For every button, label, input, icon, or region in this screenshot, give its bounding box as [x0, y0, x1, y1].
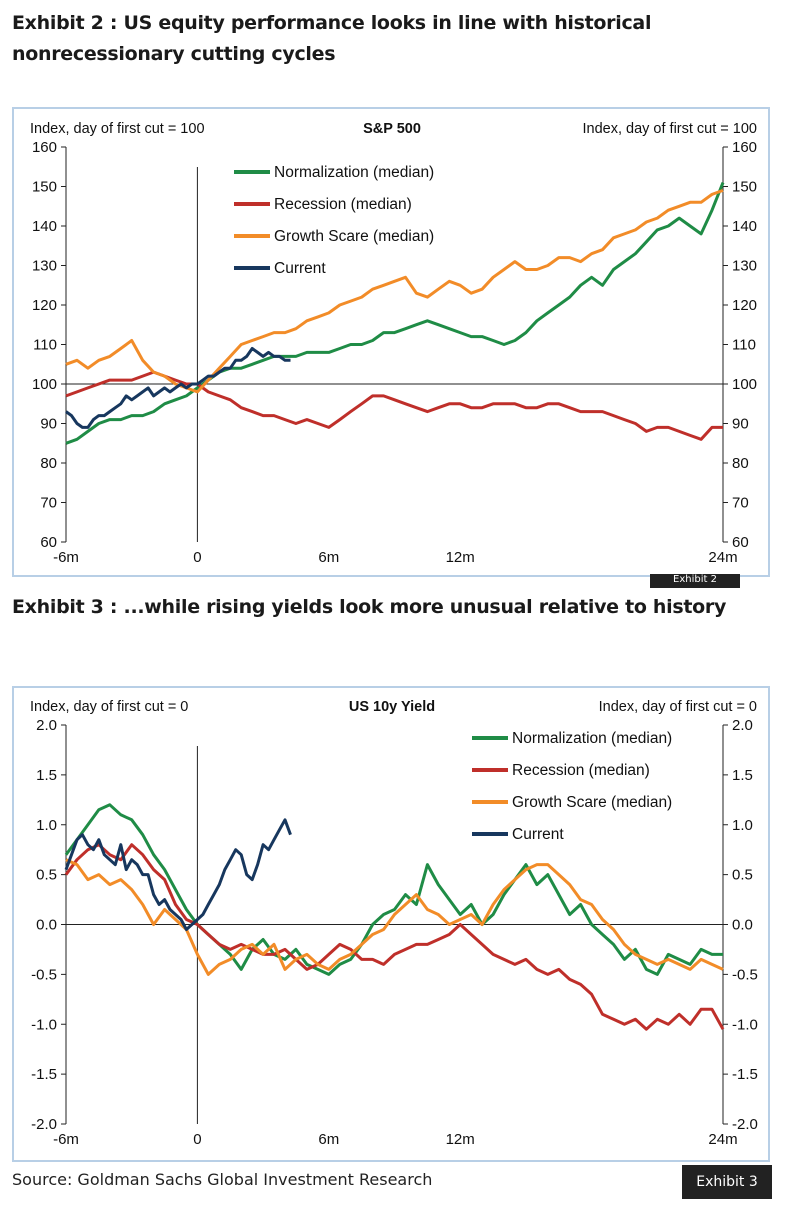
x-tick-label: -6m — [53, 1131, 79, 1148]
y-tick-label-right: -1.0 — [732, 1016, 758, 1033]
chart2-series-normalization — [64, 803, 723, 976]
y-tick-label-left: 0.5 — [36, 867, 57, 884]
y-tick-label-right: 2.0 — [732, 717, 753, 734]
y-tick-label-right: 0.5 — [732, 867, 753, 884]
y-tick-label-right: 140 — [732, 218, 757, 235]
y-tick-label-left: 0.0 — [36, 917, 57, 934]
x-tick-label: 12m — [446, 1131, 475, 1148]
exhibit-3-title: Exhibit 3 : ...while rising yields look … — [12, 596, 727, 618]
chart-title: US 10y Yield — [349, 699, 435, 715]
y-tick-label-left: -1.0 — [31, 1016, 57, 1033]
chart-title: S&P 500 — [363, 121, 421, 137]
y-axis-right-label: Index, day of first cut = 100 — [582, 121, 757, 137]
y-tick-label-left: 160 — [32, 139, 57, 156]
y-tick-label-right: 100 — [732, 376, 757, 393]
y-tick-label-right: 80 — [732, 455, 749, 472]
legend-label-growth-scare: Growth Scare (median) — [512, 794, 672, 811]
y-tick-label-left: 60 — [40, 534, 57, 551]
chart2-series-growth-scare — [65, 858, 724, 976]
y-tick-label-right: 90 — [732, 416, 749, 433]
legend-label-current: Current — [274, 260, 326, 277]
legend-label-recession: Recession (median) — [274, 196, 412, 213]
y-tick-label-right: 70 — [732, 495, 749, 512]
y-tick-label-left: 150 — [32, 179, 57, 196]
chart2-series-current — [64, 818, 292, 931]
x-tick-label: 0 — [193, 1131, 201, 1148]
x-tick-label: 12m — [446, 549, 475, 566]
y-tick-label-right: 1.5 — [732, 767, 753, 784]
legend-label-growth-scare: Growth Scare (median) — [274, 228, 434, 245]
sp500-chart: Index, day of first cut = 100 S&P 500 Inde… — [30, 121, 757, 566]
y-tick-label-right: -2.0 — [732, 1116, 758, 1133]
x-tick-label: 24m — [708, 549, 737, 566]
y-tick-label-left: 110 — [33, 337, 57, 354]
y-tick-label-left: 1.0 — [36, 817, 57, 834]
x-tick-label: 24m — [708, 1131, 737, 1148]
y-tick-label-left: -1.5 — [31, 1066, 57, 1083]
legend-label-recession: Recession (median) — [512, 762, 650, 779]
y-tick-label-left: 2.0 — [36, 717, 57, 734]
exhibit-2-title: Exhibit 2 : US equity performance looks … — [12, 12, 652, 65]
chart2-series-recession — [64, 843, 725, 1031]
legend-label-current: Current — [512, 826, 564, 843]
y-tick-label-right: 110 — [732, 337, 756, 354]
y-tick-label-left: -2.0 — [31, 1116, 57, 1133]
exhibit-3-tab[interactable]: Exhibit 3 — [682, 1165, 772, 1199]
y-tick-label-left: 70 — [40, 495, 57, 512]
y-tick-label-left: -0.5 — [31, 966, 57, 983]
chart1-series-recession — [65, 370, 723, 441]
legend-label-normalization: Normalization (median) — [512, 730, 672, 747]
us10y-chart: Index, day of first cut = 0 US 10y Yield I… — [30, 699, 758, 1148]
x-tick-label: -6m — [53, 549, 79, 566]
y-tick-label-left: 80 — [40, 455, 57, 472]
y-tick-label-left: 140 — [32, 218, 57, 235]
y-tick-label-left: 90 — [40, 416, 57, 433]
y-axis-right-label: Index, day of first cut = 0 — [599, 699, 757, 715]
chart1-series-current — [65, 347, 291, 429]
y-tick-label-right: 160 — [732, 139, 757, 156]
x-tick-label: 6m — [318, 1131, 339, 1148]
sp500-chart-panel: Index, day of first cut = 100 S&P 500 Inde… — [12, 107, 770, 577]
y-tick-label-right: -0.5 — [732, 966, 758, 983]
x-tick-label: 6m — [318, 549, 339, 566]
exhibit-2-tab[interactable]: Exhibit 2 — [650, 574, 740, 588]
legend-label-normalization: Normalization (median) — [274, 164, 434, 181]
y-tick-label-right: 120 — [732, 297, 757, 314]
y-tick-label-right: 0.0 — [732, 917, 753, 934]
us10y-chart-panel: Index, day of first cut = 0 US 10y Yield I… — [12, 686, 770, 1162]
y-tick-label-right: 60 — [732, 534, 749, 551]
y-tick-label-right: -1.5 — [732, 1066, 758, 1083]
source-note: Source: Goldman Sachs Global Investment … — [12, 1170, 433, 1189]
y-axis-left-label: Index, day of first cut = 0 — [30, 699, 188, 715]
y-tick-label-left: 1.5 — [36, 767, 57, 784]
y-tick-label-right: 130 — [732, 258, 757, 275]
y-tick-label-right: 1.0 — [732, 817, 753, 834]
chart1-series-growth-scare — [65, 188, 724, 394]
x-tick-label: 0 — [193, 549, 201, 566]
y-tick-label-left: 120 — [32, 297, 57, 314]
y-axis-left-label: Index, day of first cut = 100 — [30, 121, 205, 137]
y-tick-label-left: 130 — [32, 258, 57, 275]
chart1-series-normalization — [65, 182, 725, 445]
y-tick-label-right: 150 — [732, 179, 757, 196]
y-tick-label-left: 100 — [32, 376, 57, 393]
